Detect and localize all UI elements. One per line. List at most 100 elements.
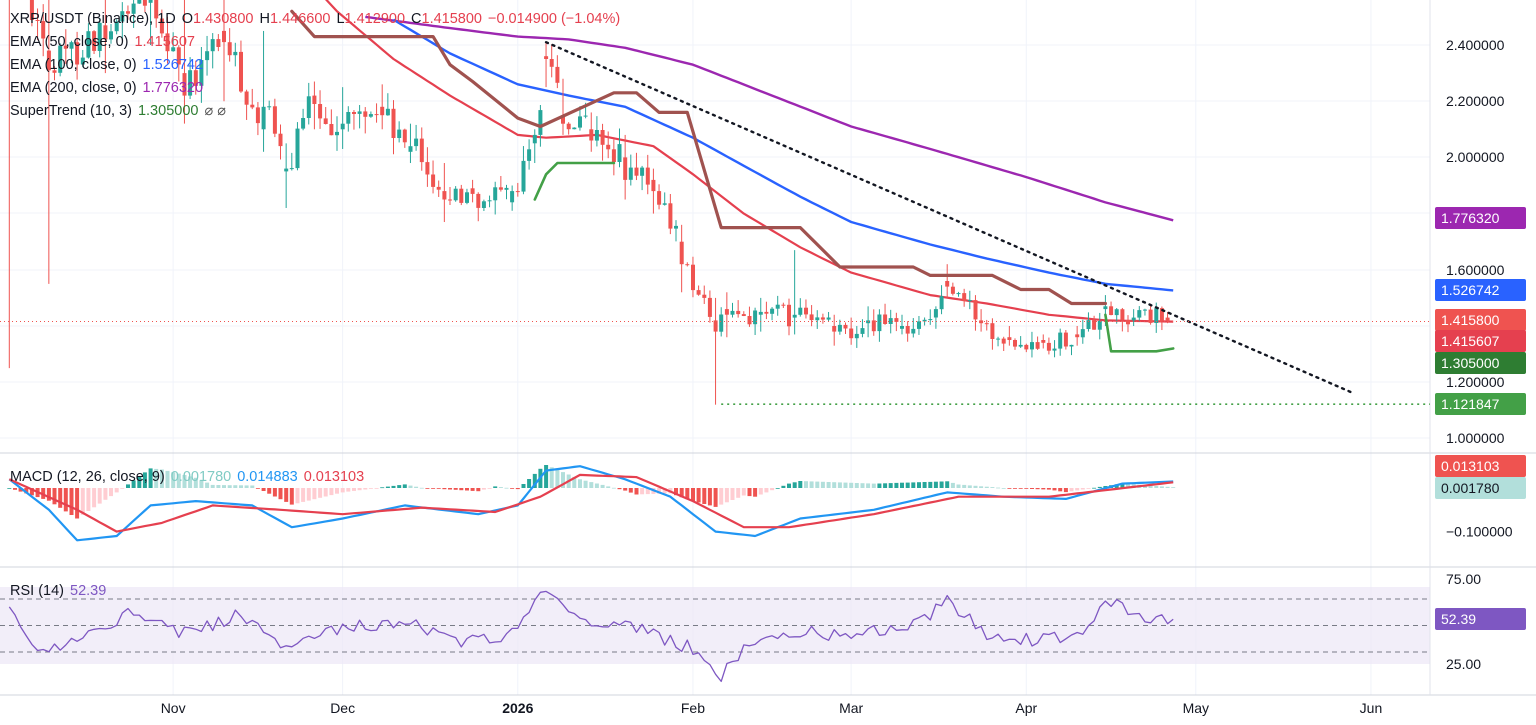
- candle-up: [295, 128, 300, 169]
- candle-down: [984, 323, 989, 325]
- rsi-label: RSI (14): [10, 583, 64, 599]
- candle-up: [1137, 310, 1142, 318]
- ema200-value: 1.776320: [142, 80, 204, 96]
- candle-down: [1165, 317, 1170, 321]
- macd-hist-bar: [188, 476, 193, 488]
- macd-hist-bar: [448, 488, 452, 490]
- macd-hist-bar: [374, 488, 379, 489]
- candle-down: [272, 106, 277, 134]
- time-axis[interactable]: Nov Dec 2026 Feb Mar Apr May Jun: [161, 700, 1383, 716]
- price-axis[interactable]: 2.400000 2.200000 2.000000 1.600000 1.200000…: [1435, 37, 1526, 672]
- candle-up: [261, 106, 266, 130]
- macd-line: [8, 465, 1174, 542]
- candle-down: [103, 25, 108, 40]
- candle-down: [685, 264, 690, 266]
- candle-down: [448, 199, 452, 201]
- macd-hist-bar: [1063, 488, 1068, 493]
- macd-hist-bar: [849, 482, 854, 488]
- candle-up: [504, 187, 509, 190]
- candle-down: [979, 320, 984, 324]
- candle-up: [357, 111, 362, 114]
- candle-up: [289, 168, 294, 170]
- price-tick-label: 2.400000: [1446, 37, 1505, 53]
- candle-down: [736, 310, 741, 315]
- candle-up: [340, 123, 345, 130]
- supertrend-icons: ⌀ ⌀: [204, 103, 226, 119]
- candle-up: [301, 118, 306, 129]
- candle-down: [75, 42, 80, 65]
- supertrend-legend[interactable]: SuperTrend (10, 3) 1.305000 ⌀ ⌀: [10, 103, 226, 119]
- candle-down: [787, 304, 791, 327]
- candle-up: [775, 304, 780, 309]
- ema100-legend[interactable]: EMA (100, close, 0) 1.526742: [10, 57, 203, 73]
- candle-up: [928, 319, 933, 321]
- candle-down: [561, 115, 565, 124]
- rsi-legend[interactable]: RSI (14) 52.39: [10, 583, 106, 599]
- time-axis-label-may: May: [1183, 700, 1209, 716]
- macd-hist-bar: [792, 482, 797, 488]
- ema200-label: EMA (200, close, 0): [10, 80, 137, 96]
- macd-hist-bar: [391, 485, 396, 488]
- candle-down: [651, 179, 656, 192]
- candle-up: [933, 309, 938, 318]
- macd-hist-bar: [120, 488, 125, 489]
- candle-down: [92, 31, 97, 51]
- candle-up: [877, 314, 882, 332]
- time-axis-label-nov: Nov: [161, 700, 186, 716]
- macd-hist-bar: [13, 488, 17, 490]
- ema200-price-tag-bg: [1435, 207, 1526, 229]
- candle-down: [459, 188, 464, 203]
- candle-up: [837, 324, 842, 332]
- macd-hist-bar: [148, 468, 153, 488]
- candle-up: [922, 319, 927, 322]
- macd-hist-bar: [69, 488, 74, 515]
- macd-hist-bar: [397, 485, 402, 488]
- ema50-legend[interactable]: EMA (50, close, 0) 1.415607: [10, 34, 195, 50]
- macd-hist-bar: [764, 488, 769, 493]
- macd-hist-bar: [425, 488, 430, 489]
- candle-down: [52, 70, 57, 73]
- ema100-price-tag: 1.526742: [1441, 282, 1500, 298]
- macd-hist-bar: [1018, 488, 1023, 489]
- macd-legend[interactable]: MACD (12, 26, close, 9) 0.001780 0.014883 0…: [10, 469, 364, 485]
- macd-hist-bar: [481, 488, 486, 490]
- candle-down: [747, 316, 752, 325]
- macd-hist-bar: [820, 481, 825, 488]
- macd-hist-bar: [272, 488, 277, 497]
- candle-down: [1013, 340, 1017, 347]
- candle-up: [210, 39, 215, 52]
- macd-hist-bar: [583, 480, 588, 488]
- macd-hist-bar: [498, 487, 503, 488]
- macd-hist-bar: [368, 488, 373, 489]
- macd-hist-bar: [46, 488, 51, 501]
- candle-down: [278, 133, 283, 147]
- macd-hist-value: 0.001780: [170, 469, 232, 485]
- candle-down: [1046, 342, 1051, 351]
- macd-hist-bar: [261, 488, 266, 491]
- macd-hist-bar: [832, 482, 837, 488]
- candle-up: [758, 311, 763, 315]
- candle-up: [1131, 317, 1136, 321]
- macd-hist-bar: [917, 482, 921, 488]
- candle-up: [532, 134, 537, 144]
- macd-signal-tag: 0.013103: [1441, 458, 1500, 474]
- macd-hist-tag: 0.001780: [1441, 480, 1500, 496]
- supertrend-price-tag-bg: [1435, 352, 1526, 374]
- ema200-legend[interactable]: EMA (200, close, 0) 1.776320: [10, 80, 203, 96]
- rsi-value-tag: 52.39: [1441, 611, 1476, 627]
- candle-up: [487, 200, 492, 202]
- candle-up: [674, 225, 678, 229]
- candle-down: [544, 56, 549, 59]
- macd-hist-bar: [1148, 485, 1153, 488]
- candle-up: [854, 333, 859, 339]
- candle-up: [583, 115, 588, 117]
- candle-down: [1148, 309, 1153, 323]
- macd-hist-bar: [7, 488, 12, 489]
- macd-hist-bar: [883, 483, 888, 488]
- candle-up: [888, 318, 893, 324]
- macd-hist-bar: [527, 479, 532, 488]
- candle-up: [730, 310, 735, 315]
- candle-down: [600, 130, 605, 145]
- macd-hist-bar: [210, 484, 215, 488]
